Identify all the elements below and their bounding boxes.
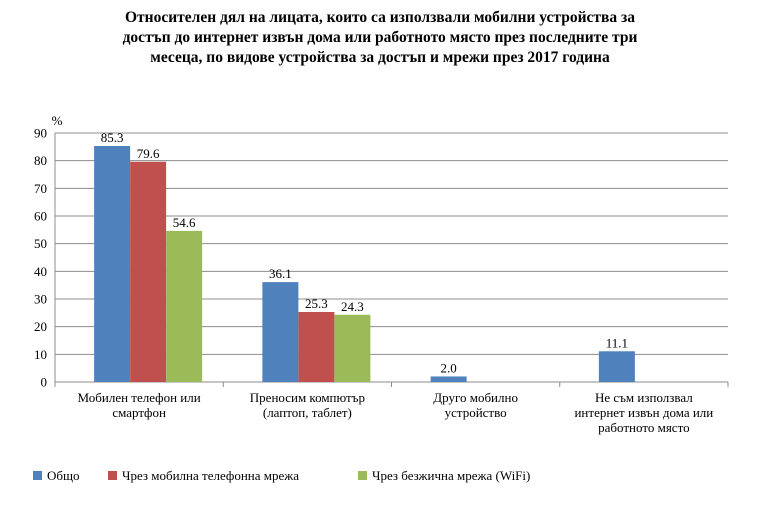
data-label: 85.3	[101, 130, 124, 145]
chart-title: Относителен дял на лицата, които са изпо…	[60, 8, 700, 68]
y-tick-label: 10	[34, 347, 47, 362]
chart-title-line: месеца, по видове устройства за достъп и…	[150, 49, 610, 66]
y-tick-label: 50	[34, 236, 47, 251]
bar	[166, 230, 203, 382]
y-tick-label: 0	[41, 375, 48, 390]
bar	[298, 312, 335, 382]
y-axis-label: %	[52, 113, 63, 128]
legend-swatch	[358, 471, 367, 480]
y-tick-label: 80	[34, 153, 47, 168]
data-label: 24.3	[341, 299, 364, 314]
legend-label: Чрез мобилна телефонна мрежа	[122, 468, 299, 483]
chart-title-line: Относителен дял на лицата, които са изпо…	[125, 9, 635, 26]
chart-title-line: достъп до интернет извън дома или работн…	[122, 29, 638, 46]
bar	[94, 146, 131, 382]
bar	[334, 314, 371, 382]
bar	[430, 376, 467, 382]
bar	[262, 282, 299, 382]
data-label: 54.6	[173, 215, 196, 230]
y-tick-label: 20	[34, 319, 47, 334]
data-label: 11.1	[606, 335, 628, 350]
y-tick-label: 70	[34, 181, 47, 196]
legend-swatch	[108, 471, 117, 480]
legend-label: Чрез безжична мрежа (WiFi)	[372, 468, 530, 483]
y-tick-label: 40	[34, 264, 47, 279]
bar	[598, 351, 635, 382]
data-label: 25.3	[305, 296, 328, 311]
data-label: 2.0	[441, 360, 457, 375]
x-category-label: Мобилен телефон или смартфон	[78, 390, 201, 420]
x-category-label: Не съм използвал интернет извън дома или р…	[574, 390, 713, 435]
y-tick-label: 30	[34, 292, 47, 307]
x-category-label: Друго мобилно устройство	[433, 390, 518, 420]
legend-label: Общо	[47, 468, 80, 483]
legend-swatch	[33, 471, 42, 480]
x-category-label: Преносим компютър (лаптоп, таблет)	[250, 390, 365, 420]
data-label: 36.1	[269, 266, 292, 281]
y-tick-label: 60	[34, 209, 47, 224]
y-tick-label: 90	[34, 126, 47, 141]
data-label: 79.6	[137, 146, 160, 161]
bar	[130, 161, 167, 382]
